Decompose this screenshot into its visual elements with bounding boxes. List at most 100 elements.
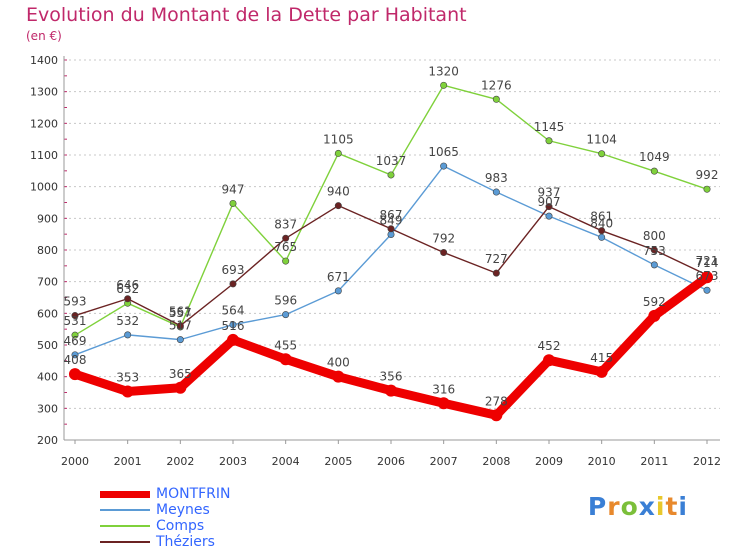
data-label: 452 (538, 339, 561, 353)
data-point (227, 333, 239, 346)
data-point (282, 234, 290, 242)
axes: 200 300 400 500 600 700 800 900 1000 1100 1200 1300… (30, 54, 721, 468)
data-label: 849 (380, 213, 403, 227)
data-label: 316 (432, 382, 455, 396)
y-tick-label: 500 (37, 339, 58, 352)
data-point (121, 385, 134, 398)
x-tick-label: 2007 (430, 455, 458, 468)
legend-label: Théziers (156, 534, 215, 550)
y-tick-label: 700 (37, 276, 58, 289)
data-label: 517 (169, 319, 192, 333)
data-point (545, 137, 553, 145)
legend-item: Meynes (100, 502, 231, 518)
legend-item: Comps (100, 518, 231, 534)
data-label: 800 (643, 229, 666, 243)
data-label: 1037 (376, 154, 407, 168)
legend-item: Théziers (100, 534, 231, 550)
data-point (492, 188, 500, 196)
data-label: 671 (327, 270, 350, 284)
x-tick-label: 2012 (693, 455, 721, 468)
data-label: 714 (696, 256, 719, 270)
data-point (334, 149, 342, 157)
data-label: 1145 (534, 120, 565, 134)
data-label: 593 (64, 295, 87, 309)
data-label: 365 (169, 367, 192, 381)
data-point (69, 368, 81, 381)
legend-swatch (100, 525, 150, 527)
data-label: 646 (116, 278, 139, 292)
data-point (703, 286, 711, 294)
logo-letter: r (607, 492, 621, 521)
data-label: 564 (222, 304, 245, 318)
data-label: 400 (327, 356, 350, 370)
chart-title: Evolution du Montant de la Dette par Hab… (26, 4, 467, 26)
data-point (545, 203, 553, 211)
y-tick-label: 200 (37, 434, 58, 447)
series-lines (69, 81, 713, 422)
data-point (387, 225, 395, 233)
logo-letter: P (587, 492, 608, 521)
data-label: 947 (222, 182, 245, 196)
legend: MONTFRIN Meynes Comps Théziers (100, 486, 231, 550)
x-tick-label: 2011 (640, 455, 668, 468)
legend-label: Meynes (156, 502, 210, 518)
x-tick-label: 2009 (535, 455, 563, 468)
data-label: 727 (485, 252, 508, 266)
legend-swatch (100, 509, 150, 511)
data-label: 673 (696, 269, 719, 283)
data-point (492, 95, 500, 103)
data-point (229, 321, 237, 329)
data-label: 992 (696, 168, 719, 182)
data-label: 861 (590, 210, 613, 224)
data-label: 1065 (428, 145, 459, 159)
x-tick-label: 2008 (482, 455, 510, 468)
data-point (174, 381, 187, 394)
y-tick-label: 1400 (30, 54, 58, 67)
data-point (282, 311, 290, 319)
data-label: 693 (222, 263, 245, 277)
data-point (440, 81, 448, 89)
legend-swatch (100, 541, 150, 543)
data-point (598, 233, 606, 241)
data-label: 940 (327, 185, 350, 199)
x-tick-label: 2004 (272, 455, 300, 468)
data-point (648, 309, 661, 322)
data-point (176, 336, 184, 344)
legend-item: MONTFRIN (100, 486, 231, 502)
data-point (703, 185, 711, 193)
data-label: 596 (274, 294, 297, 308)
data-point (229, 199, 237, 207)
data-point (71, 331, 79, 339)
y-tick-label: 800 (37, 244, 58, 257)
data-point (387, 171, 395, 179)
data-label: 1320 (428, 64, 459, 78)
data-point (332, 370, 345, 383)
y-tick-label: 1300 (30, 86, 58, 99)
chart-subtitle: (en €) (26, 29, 62, 43)
data-point (543, 354, 555, 367)
data-label: 408 (64, 353, 87, 367)
data-point (124, 295, 132, 303)
data-label: 1105 (323, 132, 354, 146)
legend-swatch (100, 490, 150, 498)
data-label: 632 (116, 282, 139, 296)
grid-lines (64, 59, 720, 441)
x-tick-label: 2006 (377, 455, 405, 468)
logo-letter: t (665, 492, 679, 521)
data-point (279, 353, 292, 366)
data-point (440, 249, 448, 257)
legend-label: Comps (156, 518, 205, 534)
data-label: 983 (485, 171, 508, 185)
data-point (595, 365, 608, 378)
data-labels: 531 632 557 947 765 1105 1037 1320 1276 1145 1104 1… (64, 64, 719, 408)
data-point (440, 162, 448, 170)
data-point (492, 269, 500, 277)
x-tick-label: 2003 (219, 455, 247, 468)
data-label: 792 (432, 232, 455, 246)
data-label: 937 (538, 186, 561, 200)
x-tick-label: 2001 (114, 455, 142, 468)
y-tick-label: 600 (37, 307, 58, 320)
logo-letter: i (655, 492, 666, 521)
x-tick-label: 2010 (588, 455, 616, 468)
data-point (650, 167, 658, 175)
